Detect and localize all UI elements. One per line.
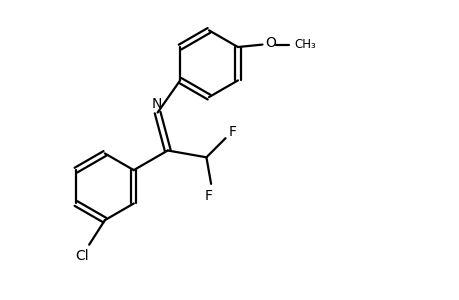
Text: F: F [229,125,236,139]
Text: O: O [264,36,275,50]
Text: Cl: Cl [75,248,89,262]
Text: CH₃: CH₃ [294,38,315,51]
Text: N: N [151,97,162,111]
Text: F: F [204,189,212,203]
